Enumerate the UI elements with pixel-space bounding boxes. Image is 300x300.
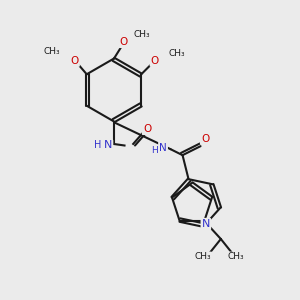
- Text: CH₃: CH₃: [168, 49, 185, 58]
- Text: O: O: [119, 37, 127, 47]
- Text: O: O: [201, 134, 209, 144]
- Text: CH₃: CH₃: [227, 253, 244, 262]
- Text: CH₃: CH₃: [194, 253, 211, 262]
- Text: H: H: [151, 146, 158, 155]
- Text: N: N: [159, 143, 167, 153]
- Text: CH₃: CH₃: [134, 30, 150, 39]
- Text: N: N: [202, 219, 210, 229]
- Text: CH₃: CH₃: [43, 47, 60, 56]
- Text: N: N: [104, 140, 112, 151]
- Text: H: H: [94, 140, 101, 151]
- Text: O: O: [70, 56, 79, 66]
- Text: O: O: [151, 56, 159, 66]
- Text: O: O: [143, 124, 151, 134]
